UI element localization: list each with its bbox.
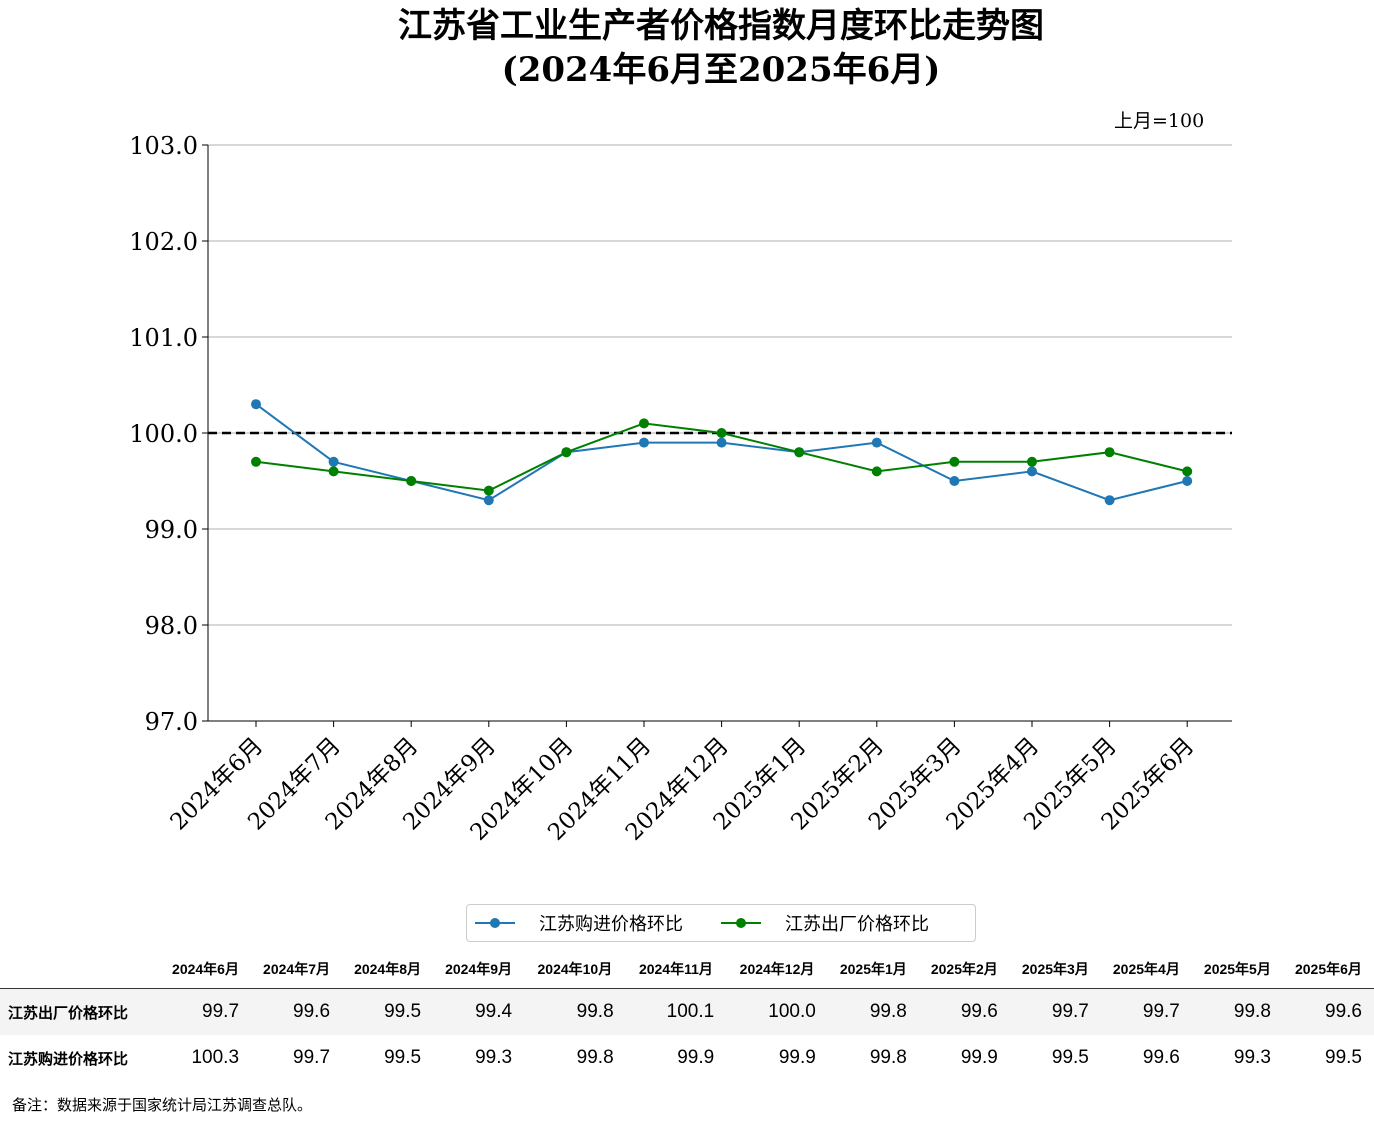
table-cell: 99.8	[524, 989, 626, 1036]
table-header: 2025年3月	[1010, 950, 1101, 989]
table-cell: 99.5	[342, 1035, 433, 1081]
table-row: 江苏购进价格环比 100.3 99.7 99.5 99.3 99.8 99.9 …	[0, 1035, 1374, 1081]
y-tick-label: 98.0	[145, 612, 198, 640]
legend-item-purchase: 江苏购进价格环比	[475, 910, 683, 936]
data-point-purchase	[1105, 495, 1115, 505]
table-header: 2025年2月	[919, 950, 1010, 989]
table-header: 2024年11月	[626, 950, 727, 989]
data-point-factory	[329, 466, 339, 476]
table-cell: 99.5	[1283, 1035, 1374, 1081]
data-point-purchase	[949, 476, 959, 486]
table-cell: 99.5	[1010, 1035, 1101, 1081]
data-point-factory	[406, 476, 416, 486]
table-header: 2024年9月	[433, 950, 524, 989]
data-point-factory	[717, 428, 727, 438]
table-header: 2025年1月	[828, 950, 919, 989]
y-tick-label: 101.0	[129, 324, 198, 352]
series-line-purchase	[256, 404, 1187, 500]
data-point-factory	[251, 457, 261, 467]
table-cell: 100.1	[626, 989, 727, 1036]
y-axis-ticks: 97.0 98.0 99.0 100.0 101.0 102.0 103.0	[129, 132, 208, 736]
legend-label-factory: 江苏出厂价格环比	[785, 910, 929, 936]
table-cell: 99.7	[1101, 989, 1192, 1036]
table-cell: 99.6	[1283, 989, 1374, 1036]
y-tick-label: 100.0	[129, 420, 198, 448]
table-cell: 99.8	[1192, 989, 1283, 1036]
table-cell: 99.6	[1101, 1035, 1192, 1081]
table-header: 2024年10月	[524, 950, 626, 989]
y-tick-label: 99.0	[145, 516, 198, 544]
data-point-factory	[1027, 457, 1037, 467]
table-header: 2024年8月	[342, 950, 433, 989]
table-row-label: 江苏出厂价格环比	[0, 989, 160, 1036]
table-cell: 99.8	[524, 1035, 626, 1081]
table-cell: 99.3	[1192, 1035, 1283, 1081]
data-table: 2024年6月 2024年7月 2024年8月 2024年9月 2024年10月…	[0, 950, 1374, 1081]
x-axis-ticks: 2024年6月2024年7月2024年8月2024年9月2024年10月2024…	[166, 721, 1200, 846]
legend-item-factory: 江苏出厂价格环比	[721, 910, 929, 936]
data-point-purchase	[484, 495, 494, 505]
data-point-purchase	[329, 457, 339, 467]
table-header: 2025年4月	[1101, 950, 1192, 989]
table-cell: 99.9	[726, 1035, 828, 1081]
legend-swatch-purchase	[475, 916, 515, 930]
table-row: 江苏出厂价格环比 99.7 99.6 99.5 99.4 99.8 100.1 …	[0, 989, 1374, 1036]
legend-label-purchase: 江苏购进价格环比	[539, 910, 683, 936]
table-header: 2024年12月	[726, 950, 828, 989]
table-cell: 99.9	[626, 1035, 727, 1081]
data-point-purchase	[1027, 466, 1037, 476]
y-tick-label: 97.0	[145, 708, 198, 736]
table-cell: 99.8	[828, 989, 919, 1036]
footnote: 备注：数据来源于国家统计局江苏调查总队。	[12, 1094, 312, 1115]
data-point-factory	[639, 418, 649, 428]
legend: 江苏购进价格环比 江苏出厂价格环比	[466, 904, 976, 942]
line-chart: 97.0 98.0 99.0 100.0 101.0 102.0 103.0 2024年6月…	[0, 0, 1374, 900]
table-corner	[0, 950, 160, 989]
data-point-purchase	[717, 438, 727, 448]
series-group	[251, 399, 1192, 505]
table-cell: 100.3	[160, 1035, 251, 1081]
y-tick-label: 102.0	[129, 228, 198, 256]
table-cell: 100.0	[726, 989, 828, 1036]
table-row-label: 江苏购进价格环比	[0, 1035, 160, 1081]
y-tick-label: 103.0	[129, 132, 198, 160]
data-point-purchase	[251, 399, 261, 409]
table-header: 2024年6月	[160, 950, 251, 989]
data-point-factory	[794, 447, 804, 457]
table-header: 2024年7月	[251, 950, 342, 989]
table-cell: 99.7	[251, 1035, 342, 1081]
table-cell: 99.9	[919, 1035, 1010, 1081]
data-point-purchase	[872, 438, 882, 448]
table-cell: 99.7	[160, 989, 251, 1036]
table-header-row: 2024年6月 2024年7月 2024年8月 2024年9月 2024年10月…	[0, 950, 1374, 989]
table-cell: 99.8	[828, 1035, 919, 1081]
table-cell: 99.7	[1010, 989, 1101, 1036]
data-point-factory	[872, 466, 882, 476]
table-cell: 99.4	[433, 989, 524, 1036]
legend-swatch-factory	[721, 916, 761, 930]
data-point-factory	[1105, 447, 1115, 457]
data-point-factory	[484, 486, 494, 496]
data-point-factory	[949, 457, 959, 467]
data-point-purchase	[1182, 476, 1192, 486]
data-point-factory	[561, 447, 571, 457]
table-cell: 99.6	[251, 989, 342, 1036]
table-header: 2025年5月	[1192, 950, 1283, 989]
table-cell: 99.6	[919, 989, 1010, 1036]
table-cell: 99.5	[342, 989, 433, 1036]
data-point-purchase	[639, 438, 649, 448]
data-point-factory	[1182, 466, 1192, 476]
table-cell: 99.3	[433, 1035, 524, 1081]
table-header: 2025年6月	[1283, 950, 1374, 989]
